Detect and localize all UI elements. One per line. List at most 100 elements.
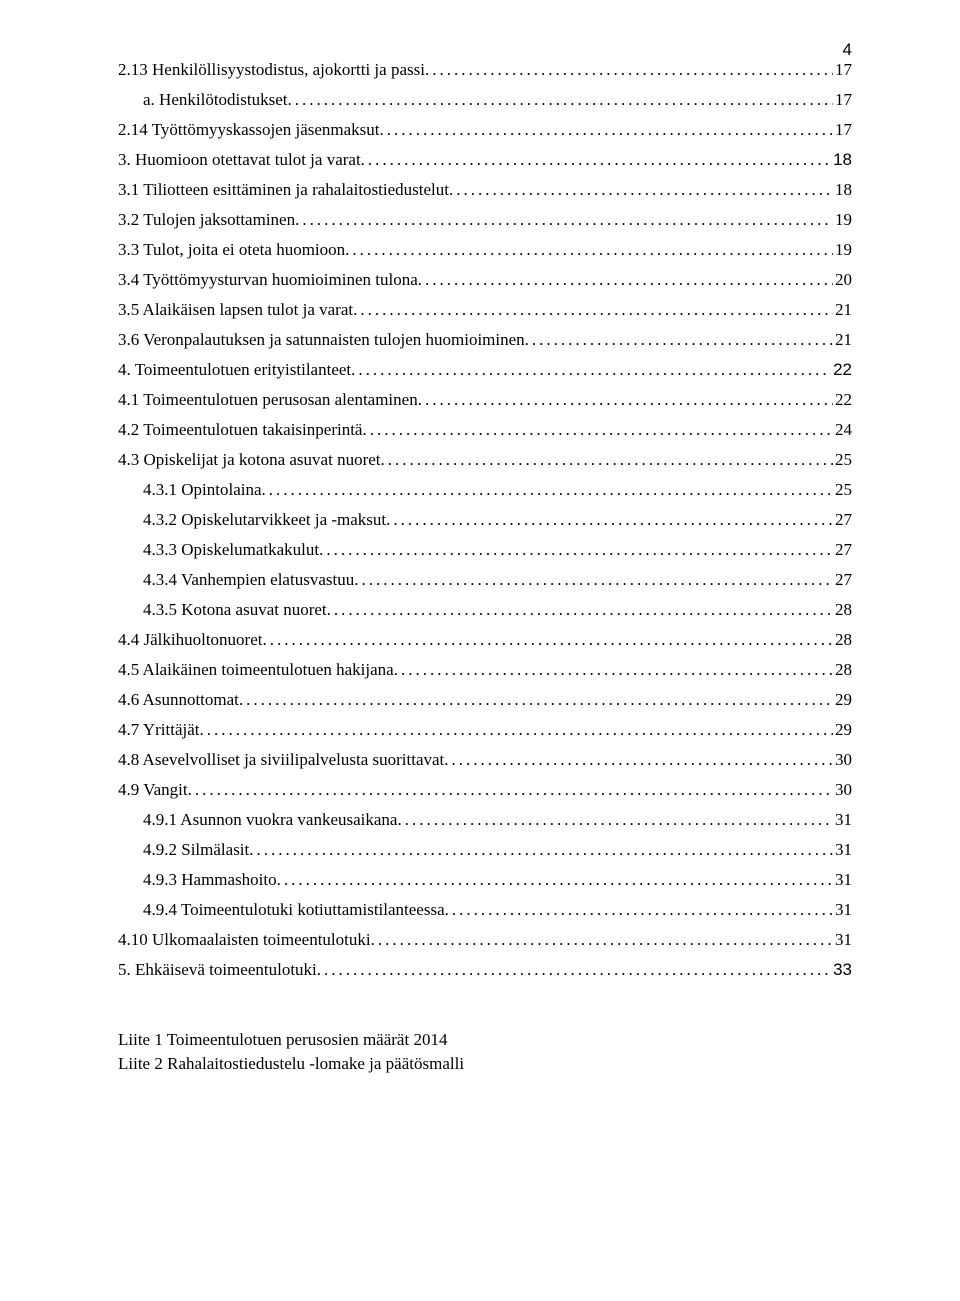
toc-entry: 4.9.2 Silmälasit 31 (143, 840, 852, 860)
toc-entry: 4. Toimeentulotuen erityistilanteet 22 (118, 360, 852, 380)
toc-entry: 3.2 Tulojen jaksottaminen 19 (118, 210, 852, 230)
toc-entry: 3. Huomioon otettavat tulot ja varat 18 (118, 150, 852, 170)
toc-entry: 4.3 Opiskelijat ja kotona asuvat nuoret2… (118, 450, 852, 470)
toc-entry-page: 22 (833, 390, 852, 410)
toc-entry-title: a. Henkilötodistukset (143, 90, 287, 110)
toc-leader-dots (200, 720, 833, 740)
toc-entry-title: 3. Huomioon otettavat tulot ja varat (118, 150, 361, 170)
toc-leader-dots (353, 300, 833, 320)
toc-leader-dots (386, 510, 833, 530)
toc-entry-page: 27 (833, 540, 852, 560)
toc-entry: 3.6 Veronpalautuksen ja satunnaisten tul… (118, 330, 852, 350)
toc-entry-title: 4.9.2 Silmälasit (143, 840, 249, 860)
toc-entry-title: 4.9.1 Asunnon vuokra vankeusaikana (143, 810, 397, 830)
toc-entry: 3.5 Alaikäisen lapsen tulot ja varat 21 (118, 300, 852, 320)
toc-entry-title: 3.6 Veronpalautuksen ja satunnaisten tul… (118, 330, 525, 350)
toc-leader-dots (351, 360, 831, 380)
toc-entry-page: 29 (833, 720, 852, 740)
toc-leader-dots (262, 630, 833, 650)
toc-entry-page: 18 (831, 150, 852, 170)
toc-leader-dots (397, 810, 833, 830)
toc-entry-page: 27 (833, 510, 852, 530)
toc-entry-title: 3.5 Alaikäisen lapsen tulot ja varat (118, 300, 353, 320)
toc-entry-title: 4.4 Jälkihuoltonuoret (118, 630, 262, 650)
page-number: 4 (843, 40, 852, 60)
toc-entry-title: 3.2 Tulojen jaksottaminen (118, 210, 295, 230)
toc-leader-dots (418, 270, 833, 290)
toc-entry-page: 28 (833, 600, 852, 620)
toc-entry-title: 2.14 Työttömyyskassojen jäsenmaksut (118, 120, 380, 140)
toc-leader-dots (371, 930, 833, 950)
toc-entry-page: 21 (833, 300, 852, 320)
toc-entry-page: 19 (833, 240, 852, 260)
toc-entry-page: 27 (833, 570, 852, 590)
toc-entry-title: 4.1 Toimeentulotuen perusosan alentamine… (118, 390, 418, 410)
toc-entry: 4.3.3 Opiskelumatkakulut 27 (143, 540, 852, 560)
toc-entry-page: 28 (833, 660, 852, 680)
toc-entry-title: 3.4 Työttömyysturvan huomioiminen tulona (118, 270, 418, 290)
toc-entry-page: 17 (833, 60, 852, 80)
toc-entry-page: 19 (833, 210, 852, 230)
toc-entry-title: 4.3 Opiskelijat ja kotona asuvat nuoret (118, 450, 381, 470)
toc-entry-page: 31 (833, 840, 852, 860)
toc-entry-title: 4.10 Ulkomaalaisten toimeentulotuki (118, 930, 371, 950)
toc-entry: 4.10 Ulkomaalaisten toimeentulotuki31 (118, 930, 852, 950)
toc-entry: 5. Ehkäisevä toimeentulotuki 33 (118, 960, 852, 980)
toc-entry: 4.9.4 Toimeentulotuki kotiuttamistilante… (143, 900, 852, 920)
toc-entry-title: 4.9.3 Hammashoito (143, 870, 277, 890)
table-of-contents: 2.13 Henkilöllisyystodistus, ajokortti j… (118, 60, 852, 980)
appendix-list: Liite 1 Toimeentulotuen perusosien määrä… (118, 1030, 852, 1074)
toc-entry-title: 4.9.4 Toimeentulotuki kotiuttamistilante… (143, 900, 445, 920)
toc-entry: 4.4 Jälkihuoltonuoret28 (118, 630, 852, 650)
toc-entry-title: 4.8 Asevelvolliset ja siviilipalvelusta … (118, 750, 444, 770)
toc-entry: 4.6 Asunnottomat 29 (118, 690, 852, 710)
toc-entry-page: 31 (833, 900, 852, 920)
toc-entry: 4.1 Toimeentulotuen perusosan alentamine… (118, 390, 852, 410)
toc-entry-title: 3.1 Tiliotteen esittäminen ja rahalaitos… (118, 180, 449, 200)
toc-entry: 4.9.1 Asunnon vuokra vankeusaikana31 (143, 810, 852, 830)
toc-leader-dots (361, 150, 831, 170)
toc-entry: 4.7 Yrittäjät 29 (118, 720, 852, 740)
toc-entry: 4.3.5 Kotona asuvat nuoret28 (143, 600, 852, 620)
toc-entry-title: 4.7 Yrittäjät (118, 720, 200, 740)
toc-leader-dots (354, 570, 833, 590)
toc-entry-title: 4. Toimeentulotuen erityistilanteet (118, 360, 351, 380)
toc-entry: 3.4 Työttömyysturvan huomioiminen tulona… (118, 270, 852, 290)
toc-entry-page: 22 (831, 360, 852, 380)
toc-entry-page: 30 (833, 750, 852, 770)
toc-entry-title: 4.6 Asunnottomat (118, 690, 239, 710)
toc-leader-dots (188, 780, 833, 800)
toc-leader-dots (381, 450, 834, 470)
appendix-line: Liite 2 Rahalaitostiedustelu -lomake ja … (118, 1054, 852, 1074)
toc-leader-dots (394, 660, 833, 680)
toc-leader-dots (262, 480, 833, 500)
toc-leader-dots (295, 210, 833, 230)
toc-entry: 4.3.2 Opiskelutarvikkeet ja -maksut 27 (143, 510, 852, 530)
toc-leader-dots (249, 840, 833, 860)
toc-entry-title: 3.3 Tulot, joita ei oteta huomioon (118, 240, 345, 260)
toc-entry-page: 30 (833, 780, 852, 800)
toc-entry: 4.9.3 Hammashoito 31 (143, 870, 852, 890)
toc-entry-title: 4.3.3 Opiskelumatkakulut (143, 540, 319, 560)
toc-entry-page: 31 (833, 870, 852, 890)
toc-entry: 4.5 Alaikäinen toimeentulotuen hakijana 2… (118, 660, 852, 680)
toc-entry-page: 20 (833, 270, 852, 290)
toc-entry-page: 24 (833, 420, 852, 440)
toc-entry-title: 4.2 Toimeentulotuen takaisinperintä (118, 420, 362, 440)
appendix-line: Liite 1 Toimeentulotuen perusosien määrä… (118, 1030, 852, 1050)
spacer (118, 990, 852, 1026)
toc-entry: 4.9 Vangit30 (118, 780, 852, 800)
toc-entry: a. Henkilötodistukset17 (143, 90, 852, 110)
toc-entry: 2.13 Henkilöllisyystodistus, ajokortti j… (118, 60, 852, 80)
toc-leader-dots (445, 900, 833, 920)
document-page: 4 2.13 Henkilöllisyystodistus, ajokortti… (0, 0, 960, 1074)
toc-entry-title: 4.3.4 Vanhempien elatusvastuu (143, 570, 354, 590)
toc-entry-page: 29 (833, 690, 852, 710)
toc-leader-dots (327, 600, 833, 620)
toc-entry: 3.3 Tulot, joita ei oteta huomioon 19 (118, 240, 852, 260)
toc-entry-title: 4.3.2 Opiskelutarvikkeet ja -maksut (143, 510, 386, 530)
toc-entry-page: 33 (831, 960, 852, 980)
toc-entry-title: 5. Ehkäisevä toimeentulotuki (118, 960, 317, 980)
toc-leader-dots (380, 120, 833, 140)
toc-entry-title: 4.5 Alaikäinen toimeentulotuen hakijana (118, 660, 394, 680)
